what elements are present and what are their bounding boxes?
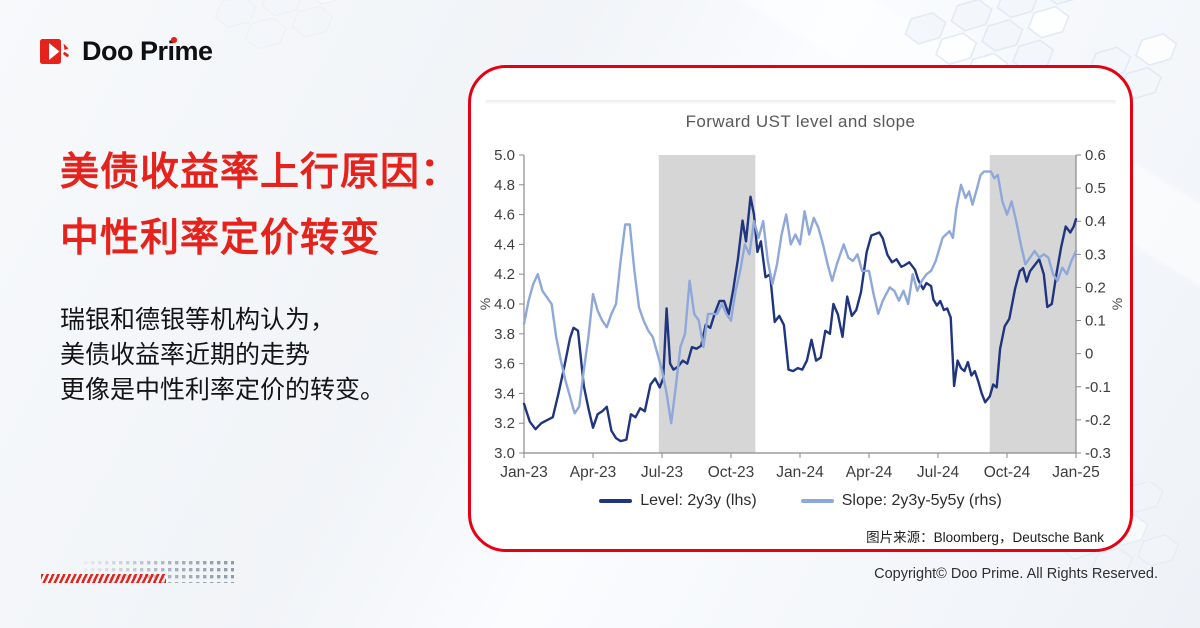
svg-text:Jan-23: Jan-23 <box>500 464 547 481</box>
left-axis-ticks: 5.0 4.8 4.6 4.4 4.2 4.0 3.8 3.6 3.4 3.2 3.0 <box>494 147 524 462</box>
page-title: 美债收益率上行原因： 中性利率定价转变 <box>60 140 460 272</box>
copyright: Copyright© Doo Prime. All Rights Reserve… <box>874 566 1158 582</box>
page-title-line2: 中性利率定价转变 <box>60 217 381 260</box>
svg-text:3.4: 3.4 <box>494 385 515 402</box>
svg-text:3.8: 3.8 <box>494 326 515 343</box>
svg-text:0.5: 0.5 <box>1085 180 1106 197</box>
legend-swatch <box>599 499 633 503</box>
svg-text:Oct-23: Oct-23 <box>708 464 755 481</box>
svg-text:4.4: 4.4 <box>494 236 515 253</box>
svg-text:-0.1: -0.1 <box>1085 379 1111 396</box>
description-line: 更像是中性利率定价的转变。 <box>60 376 386 404</box>
svg-text:0.3: 0.3 <box>1085 246 1106 263</box>
svg-text:Apr-24: Apr-24 <box>846 464 893 481</box>
legend-swatch <box>800 499 834 503</box>
legend-item: Slope: 2y3y-5y5y (rhs) <box>800 492 1002 510</box>
svg-text:4.8: 4.8 <box>494 177 515 194</box>
svg-text:-0.2: -0.2 <box>1085 412 1111 429</box>
chart-image-edge <box>485 100 1116 104</box>
red-striped-bar <box>41 574 166 583</box>
legend-item: Level: 2y3y (lhs) <box>599 492 757 510</box>
chart-card: Forward UST level and slope 5.0 4.8 4.6 4.4… <box>468 65 1133 552</box>
chart-legend: Level: 2y3y (lhs) Slope: 2y3y-5y5y (rhs) <box>471 492 1130 510</box>
logo-i-dot <box>171 37 177 43</box>
svg-text:5.0: 5.0 <box>494 147 515 164</box>
series-line-0 <box>522 195 1078 443</box>
x-axis-ticks: Jan-23 Apr-23 Jul-23 Oct-23 Jan-24 Apr-24 Jul-… <box>500 453 1100 481</box>
legend-label: Level: 2y3y (lhs) <box>640 492 757 509</box>
svg-text:0: 0 <box>1085 346 1093 363</box>
brand-logo: Doo Prime <box>40 36 213 67</box>
right-axis-ticks: 0.6 0.5 0.4 0.3 0.2 0.1 0 -0.1 -0.2 -0.3 <box>1076 147 1111 462</box>
svg-text:0.2: 0.2 <box>1085 279 1106 296</box>
svg-text:Jul-24: Jul-24 <box>917 464 960 481</box>
svg-text:Jan-24: Jan-24 <box>776 464 824 481</box>
brand-name: Doo Prime <box>82 36 213 67</box>
svg-text:3.6: 3.6 <box>494 356 515 373</box>
chart-plot: 5.04.84.64.44.24.03.83.63.43.23.00.60.50… <box>477 147 1125 481</box>
svg-text:Jan-25: Jan-25 <box>1052 464 1099 481</box>
description-line: 美债收益率近期的走势 <box>60 341 311 369</box>
legend-label: Slope: 2y3y-5y5y (rhs) <box>841 492 1002 509</box>
svg-text:4.6: 4.6 <box>494 207 515 224</box>
doo-prime-logo-icon <box>40 39 69 64</box>
description-line: 瑞银和德银等机构认为， <box>60 306 336 334</box>
description-text: 瑞银和德银等机构认为， 美债收益率近期的走势 更像是中性利率定价的转变。 <box>60 303 385 408</box>
left-axis-unit: % <box>477 298 493 310</box>
svg-text:0.4: 0.4 <box>1085 213 1106 230</box>
page-title-line1: 美债收益率上行原因： <box>60 151 461 194</box>
svg-text:-0.3: -0.3 <box>1085 445 1111 462</box>
svg-text:3.2: 3.2 <box>494 415 515 432</box>
svg-text:4.2: 4.2 <box>494 266 515 283</box>
figure-source: 图片来源：Bloomberg，Deutsche Bank <box>866 530 1104 545</box>
svg-text:0.1: 0.1 <box>1085 313 1106 330</box>
chart-title: Forward UST level and slope <box>685 112 916 131</box>
svg-text:0.6: 0.6 <box>1085 147 1106 164</box>
svg-text:Oct-24: Oct-24 <box>984 464 1031 481</box>
series-line-1 <box>522 170 1078 425</box>
svg-text:4.0: 4.0 <box>494 296 515 313</box>
svg-text:Apr-23: Apr-23 <box>570 464 617 481</box>
right-axis-unit: % <box>1109 298 1125 310</box>
svg-text:3.0: 3.0 <box>494 445 515 462</box>
brand-name-text: Doo Prime <box>82 36 213 66</box>
svg-text:Jul-23: Jul-23 <box>641 464 683 481</box>
hexagon-pattern-top-left <box>211 0 354 52</box>
